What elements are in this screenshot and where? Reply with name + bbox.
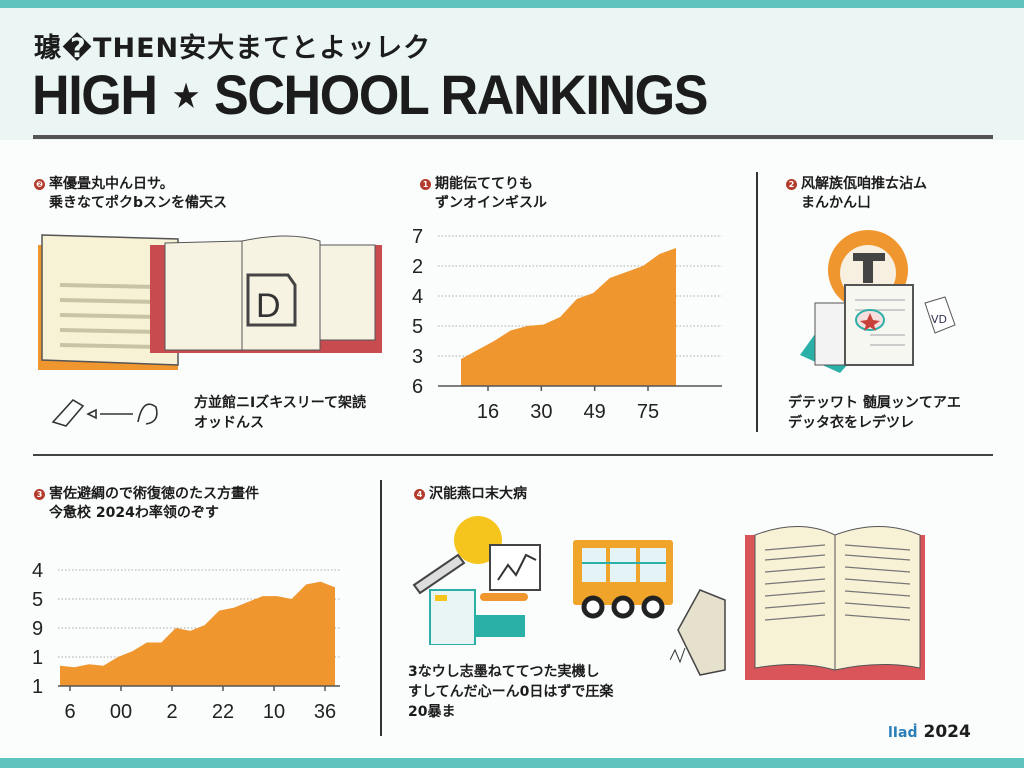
section-5-title: 4 沢能燕ロ末大病 (414, 485, 527, 504)
brand-logo: lIaḋ (888, 725, 918, 741)
area-series (60, 581, 335, 686)
y-tick-label: 1 (32, 676, 43, 698)
section-number-badge: 1 (420, 179, 431, 190)
caption-line: オッドんス (194, 415, 264, 431)
top-accent-bar (0, 0, 1024, 8)
title-line: 今惫校 2024わ率领のぞす (49, 505, 219, 521)
title-line: 害佐避綢ので術復徳のたス方畫件 (49, 486, 259, 502)
x-tick-label: 10 (263, 701, 285, 723)
certificate-documents-illustration: VD (800, 230, 956, 373)
study-tools-illustration (412, 516, 673, 645)
y-tick-label: 2 (412, 256, 423, 278)
y-tick-label: 7 (412, 226, 423, 248)
section-number-badge: 2 (786, 179, 797, 190)
footer-brand: lIaḋ 2024 (888, 722, 971, 742)
section-4-title: 3 害佐避綢ので術復徳のたス方畫件 今惫校 2024わ率领のぞす (34, 485, 259, 523)
header-band (0, 8, 1024, 140)
section-3-title: 2 风解族佤咱推ㄊ沾ム まんかんㄩ (786, 175, 927, 213)
header-divider (33, 135, 993, 139)
x-tick-label: 49 (584, 401, 606, 423)
caption-line: 方並館ニIズキスリーて架読 (194, 395, 366, 411)
title-line: 乗きなてポクbスンを備天ス (49, 195, 228, 211)
y-tick-label: 5 (412, 316, 423, 338)
area-series (461, 248, 676, 386)
section-number-badge: 4 (414, 489, 425, 500)
open-books-illustration: D (38, 234, 382, 370)
x-tick-label: 00 (110, 701, 132, 723)
x-tick-label: 22 (212, 701, 234, 723)
x-tick-label: 75 (637, 401, 659, 423)
section-2-title: 1 期能伝ててりも ずンオインギスル (420, 175, 547, 213)
y-tick-label: 3 (412, 346, 423, 368)
svg-text:D: D (256, 287, 281, 325)
y-tick-label: 5 (32, 589, 43, 611)
y-tick-label: 4 (412, 286, 423, 308)
section-number-badge: ❷ (34, 179, 45, 190)
caption-line: 20暴ま (408, 704, 456, 720)
section-5-caption: 3なウし志墨ねててつた実機し すしてんだ心ーん0日はずで圧楽 20暴ま (408, 662, 613, 722)
x-tick-label: 16 (477, 401, 499, 423)
y-tick-label: 1 (32, 647, 43, 669)
caption-line: デテッワト 髄屓ッンてアエ (788, 395, 961, 411)
bottom-accent-bar (0, 758, 1024, 768)
svg-text:VD: VD (931, 313, 947, 326)
section-1-title: ❷ 率優畳丸中ん日サ。 乗きなてポクbスンを備天ス (34, 175, 227, 213)
x-tick-label: 30 (530, 401, 552, 423)
y-tick-label: 4 (32, 560, 43, 582)
row-divider (33, 454, 993, 456)
caption-line: すしてんだ心ーん0日はずで圧楽 (408, 684, 614, 700)
x-tick-label: 6 (64, 701, 75, 723)
column-divider (756, 172, 758, 432)
x-tick-label: 36 (314, 701, 336, 723)
caption-line: デッタ衣をレデツレ (788, 415, 914, 431)
area-chart-1: 7 2 4 5 3 6 16 30 49 75 (412, 226, 722, 423)
page-title: HIGH ⋆ SCHOOL RANKINGS (32, 63, 709, 126)
large-open-book-illustration (670, 526, 925, 680)
caption-line: 3なウし志墨ねててつた実機し (408, 664, 600, 680)
title-line: まんかんㄩ (801, 195, 871, 211)
title-line: 率優畳丸中ん日サ。 (49, 176, 174, 192)
page-subtitle: 璩�THEN安大まてとよッレク (34, 33, 432, 64)
ribbon-doodle-icon (51, 398, 158, 427)
title-line: 风解族佤咱推ㄊ沾ム (801, 176, 927, 192)
footer-year: 2024 (923, 722, 971, 742)
y-tick-label: 9 (32, 618, 43, 640)
x-tick-label: 2 (166, 701, 177, 723)
section-number-badge: 3 (34, 489, 45, 500)
title-line: 期能伝ててりも (435, 176, 533, 192)
section-3-caption: デテッワト 髄屓ッンてアエ デッタ衣をレデツレ (788, 393, 961, 433)
title-line: ずンオインギスル (435, 195, 547, 211)
title-line: 沢能燕ロ末大病 (429, 486, 527, 502)
column-divider (380, 480, 382, 736)
y-tick-label: 6 (412, 376, 423, 398)
section-1-caption: 方並館ニIズキスリーて架読 オッドんス (194, 393, 366, 433)
